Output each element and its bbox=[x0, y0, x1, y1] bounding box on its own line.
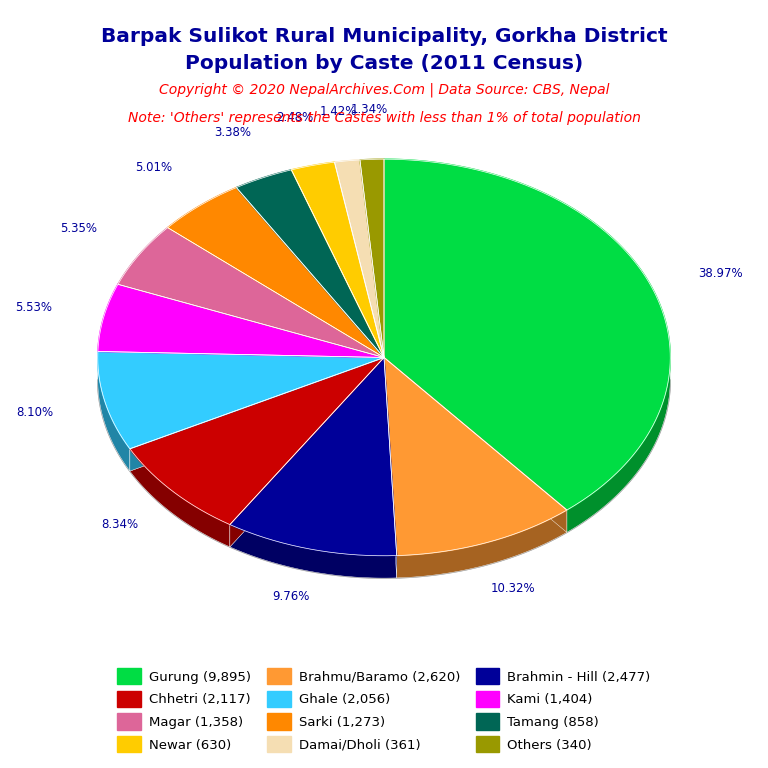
Text: 5.01%: 5.01% bbox=[135, 161, 172, 174]
Polygon shape bbox=[230, 357, 397, 556]
Polygon shape bbox=[384, 357, 567, 532]
Text: 5.35%: 5.35% bbox=[60, 222, 97, 235]
Text: 8.34%: 8.34% bbox=[101, 518, 138, 531]
Polygon shape bbox=[98, 352, 384, 449]
Text: 3.38%: 3.38% bbox=[214, 126, 252, 139]
Text: Barpak Sulikot Rural Municipality, Gorkha District: Barpak Sulikot Rural Municipality, Gorkh… bbox=[101, 27, 667, 46]
Polygon shape bbox=[384, 357, 567, 555]
Polygon shape bbox=[384, 159, 670, 510]
Polygon shape bbox=[397, 510, 567, 578]
Polygon shape bbox=[130, 357, 384, 471]
Text: Copyright © 2020 NepalArchives.Com | Data Source: CBS, Nepal: Copyright © 2020 NepalArchives.Com | Dat… bbox=[159, 82, 609, 97]
Polygon shape bbox=[230, 525, 397, 578]
Polygon shape bbox=[384, 357, 567, 532]
Polygon shape bbox=[291, 162, 384, 357]
Text: 10.32%: 10.32% bbox=[491, 582, 535, 595]
Polygon shape bbox=[335, 160, 384, 357]
Text: Population by Caste (2011 Census): Population by Caste (2011 Census) bbox=[185, 54, 583, 73]
Text: 8.10%: 8.10% bbox=[17, 406, 54, 419]
Legend: Gurung (9,895), Chhetri (2,117), Magar (1,358), Newar (630), Brahmu/Baramo (2,62: Gurung (9,895), Chhetri (2,117), Magar (… bbox=[112, 663, 656, 757]
Polygon shape bbox=[384, 357, 397, 578]
Polygon shape bbox=[98, 380, 670, 578]
Polygon shape bbox=[230, 357, 384, 547]
Text: Note: 'Others' represents the Castes with less than 1% of total population: Note: 'Others' represents the Castes wit… bbox=[127, 111, 641, 125]
Polygon shape bbox=[360, 159, 384, 357]
Polygon shape bbox=[130, 357, 384, 471]
Text: 38.97%: 38.97% bbox=[698, 266, 743, 280]
Text: 2.48%: 2.48% bbox=[276, 111, 313, 124]
Polygon shape bbox=[130, 449, 230, 547]
Polygon shape bbox=[118, 227, 384, 357]
Text: 1.34%: 1.34% bbox=[350, 104, 388, 116]
Text: 1.42%: 1.42% bbox=[319, 105, 356, 118]
Polygon shape bbox=[130, 357, 384, 525]
Polygon shape bbox=[567, 360, 670, 532]
Text: 9.76%: 9.76% bbox=[273, 591, 310, 604]
Polygon shape bbox=[230, 357, 384, 547]
Polygon shape bbox=[98, 284, 384, 357]
Polygon shape bbox=[384, 357, 397, 578]
Polygon shape bbox=[237, 170, 384, 357]
Text: 5.53%: 5.53% bbox=[15, 301, 52, 313]
Polygon shape bbox=[98, 358, 130, 471]
Polygon shape bbox=[167, 187, 384, 357]
